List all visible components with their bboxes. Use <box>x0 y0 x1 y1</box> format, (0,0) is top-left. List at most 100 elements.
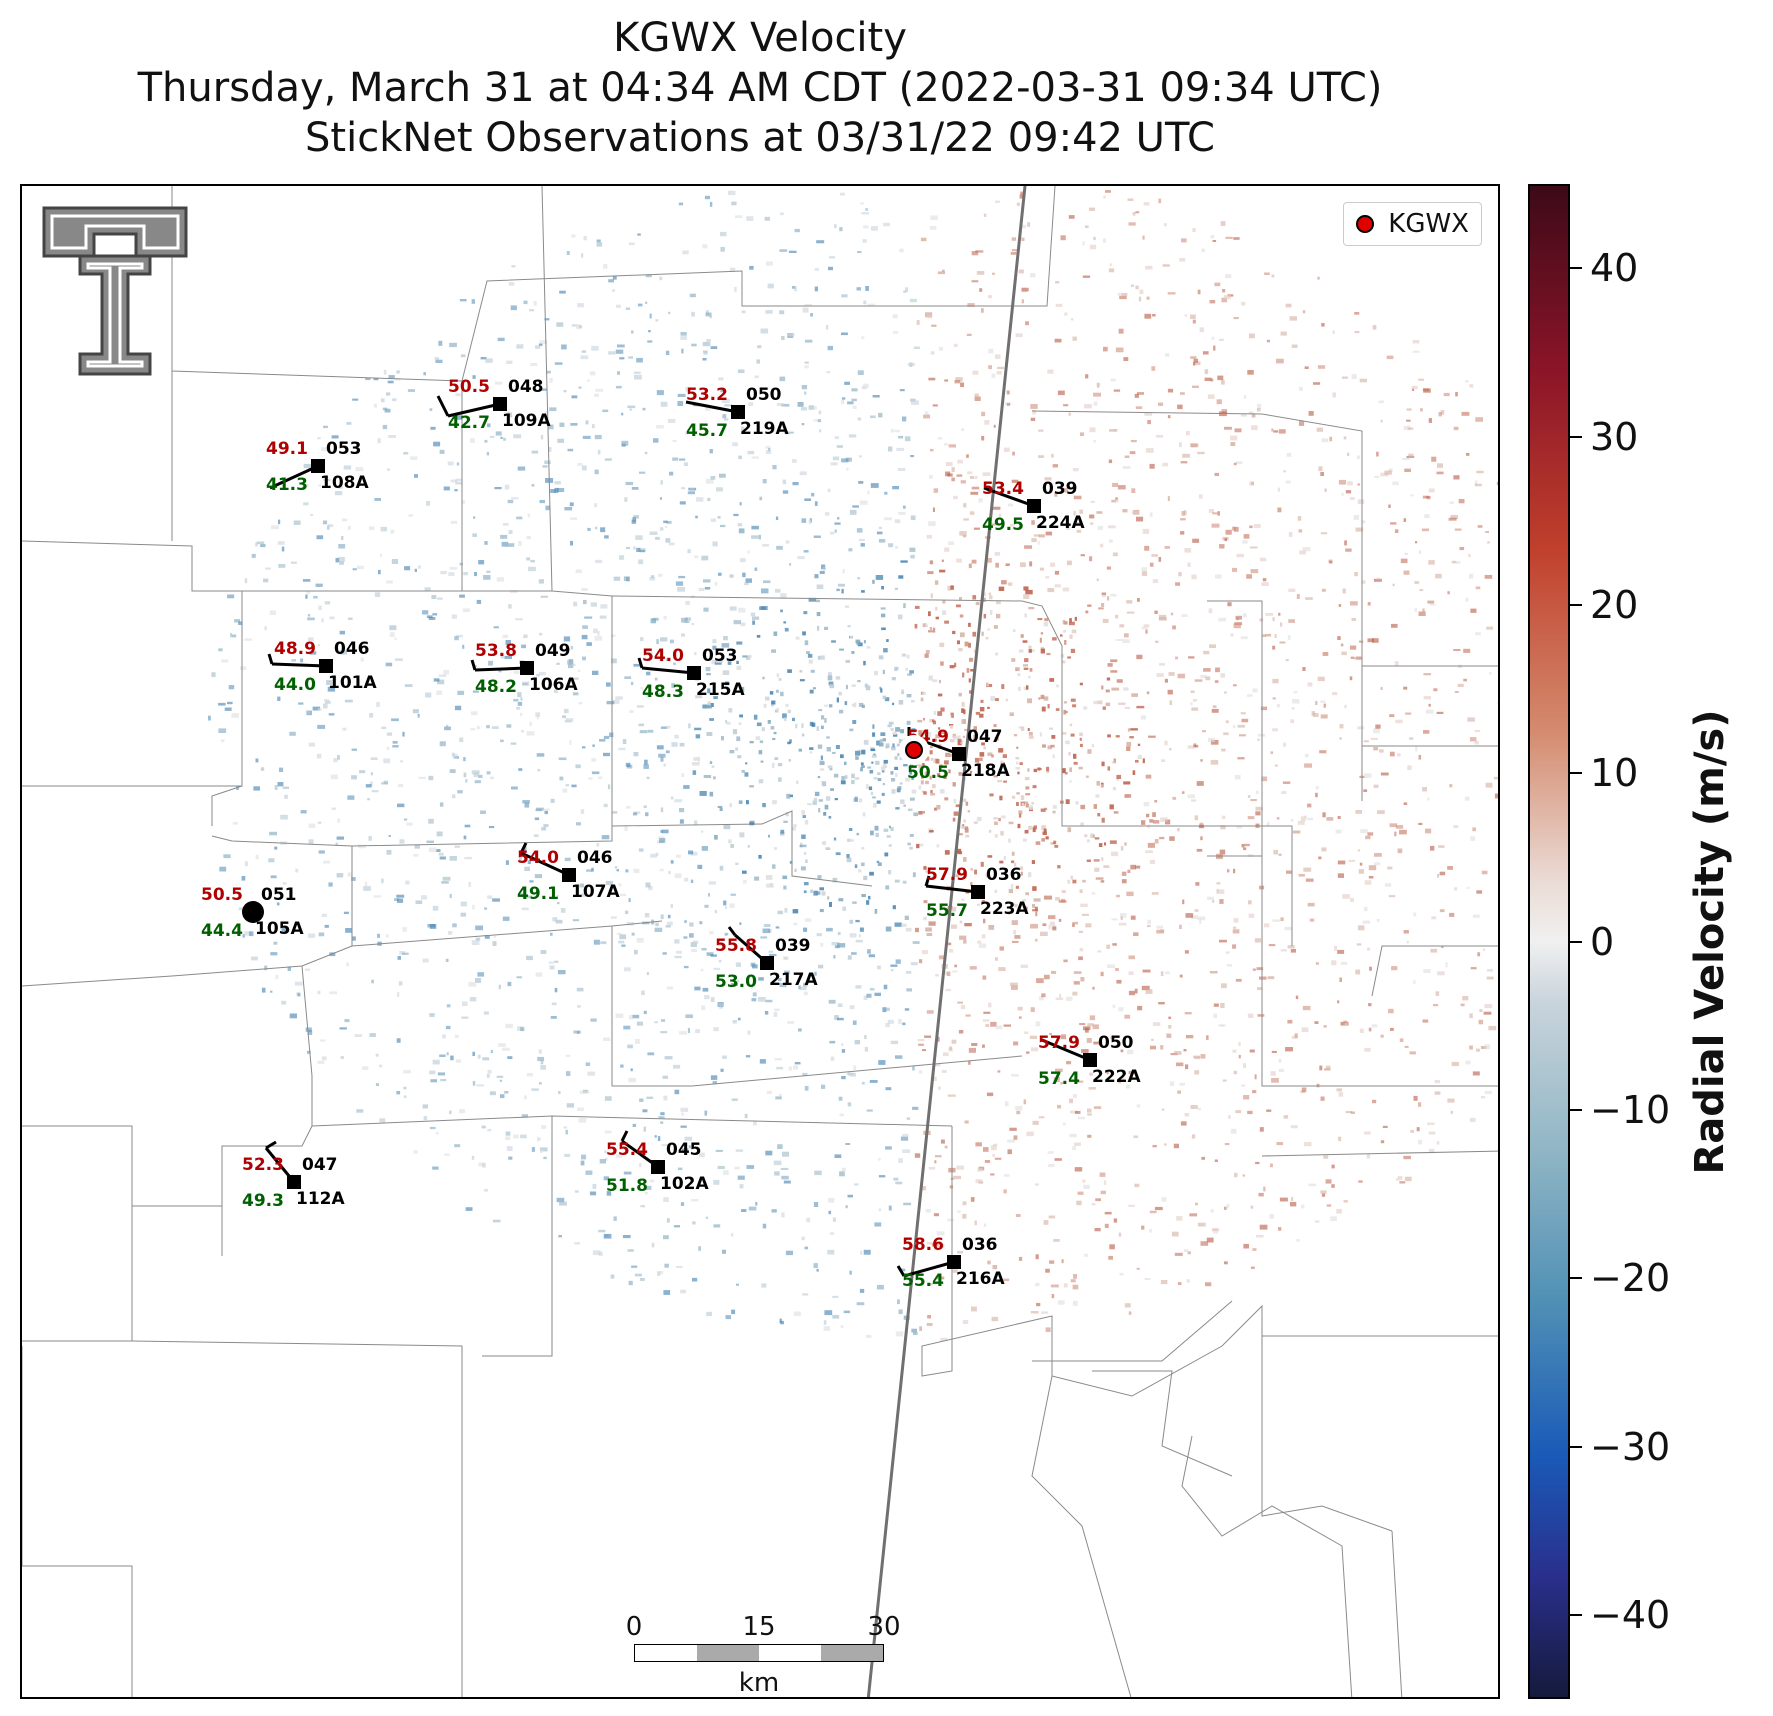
radar-echo-gate <box>942 269 945 272</box>
radar-echo-gate <box>681 1148 689 1153</box>
radar-echo-gate <box>992 506 1001 510</box>
radar-echo-gate <box>1387 866 1393 870</box>
radar-echo-gate <box>1158 617 1167 621</box>
radar-echo-gate <box>829 684 835 689</box>
radar-echo-gate <box>827 675 833 681</box>
radar-echo-gate <box>1021 299 1024 304</box>
radar-echo-gate <box>1017 673 1021 677</box>
radar-echo-gate <box>1111 761 1115 764</box>
wind-barb-shaft <box>983 486 1035 508</box>
radar-echo-gate <box>1233 724 1236 729</box>
radar-echo-gate <box>585 420 589 425</box>
radar-echo-gate <box>244 861 248 867</box>
radar-echo-gate <box>1176 1216 1183 1221</box>
radar-echo-gate <box>403 1086 407 1090</box>
radar-echo-gate <box>407 389 415 392</box>
station-wind-direction: 046 <box>577 848 613 868</box>
radar-echo-gate <box>1041 993 1046 998</box>
radar-echo-gate <box>948 541 955 545</box>
radar-echo-gate <box>422 610 429 615</box>
map-panel[interactable]: 49.1 053 41.3 108A 50.5 048 42.7 109A 53.2 050 45.… <box>20 184 1500 1699</box>
radar-echo-gate <box>869 988 875 991</box>
radar-echo-gate <box>368 835 372 841</box>
radar-echo-gate <box>1160 817 1168 822</box>
radar-echo-gate <box>1048 1215 1056 1219</box>
radar-echo-gate <box>804 391 807 395</box>
radar-echo-gate <box>992 272 995 275</box>
station-wind-direction: 047 <box>302 1155 338 1175</box>
radar-echo-gate <box>1023 586 1029 591</box>
radar-echo-gate <box>1408 453 1414 458</box>
radar-echo-gate <box>1072 1146 1076 1151</box>
radar-echo-gate <box>1353 657 1357 660</box>
radar-echo-gate <box>729 803 732 808</box>
radar-echo-gate <box>990 1145 997 1151</box>
radar-echo-gate <box>598 776 603 779</box>
radar-echo-gate <box>831 751 836 754</box>
radar-echo-gate <box>895 1181 903 1185</box>
radar-echo-gate <box>793 1311 801 1316</box>
radar-echo-gate <box>1248 900 1252 905</box>
radar-echo-gate <box>1469 1045 1473 1050</box>
station-wind-direction: 049 <box>535 641 571 661</box>
radar-echo-gate <box>1102 618 1109 623</box>
radar-echo-gate <box>1106 677 1111 681</box>
radar-echo-gate <box>705 478 714 484</box>
radar-echo-gate <box>1456 561 1461 564</box>
radar-echo-gate <box>937 437 943 440</box>
radar-echo-gate <box>881 792 885 796</box>
radar-echo-gate <box>1069 780 1072 783</box>
radar-echo-gate <box>613 1216 617 1221</box>
radar-echo-gate <box>1360 829 1368 834</box>
radar-echo-gate <box>949 665 955 669</box>
radar-echo-gate <box>893 1177 899 1181</box>
radar-echo-gate <box>636 357 643 363</box>
radar-echo-gate <box>885 746 889 749</box>
radar-echo-gate <box>1243 534 1250 539</box>
radar-echo-gate <box>1414 608 1418 612</box>
radar-echo-gate <box>1135 211 1140 214</box>
radar-echo-gate <box>942 904 945 909</box>
radar-echo-gate <box>1255 790 1259 794</box>
radar-echo-gate <box>719 473 726 478</box>
station-temperature: 54.0 <box>517 848 559 868</box>
radar-echo-gate <box>1421 528 1429 532</box>
radar-echo-gate <box>865 784 869 789</box>
radar-echo-gate <box>1294 1033 1298 1038</box>
radar-echo-gate <box>1061 1259 1064 1264</box>
radar-echo-gate <box>480 810 486 814</box>
radar-echo-gate <box>948 769 951 774</box>
radar-echo-gate <box>663 615 667 620</box>
station-id: 107A <box>571 882 620 902</box>
radar-echo-gate <box>957 738 962 742</box>
radar-echo-gate <box>695 515 698 519</box>
radar-echo-gate <box>1213 1013 1218 1018</box>
radar-echo-gate <box>667 921 673 926</box>
radar-echo-gate <box>680 336 688 340</box>
radar-echo-gate <box>742 655 748 658</box>
radar-echo-gate <box>1355 527 1364 532</box>
county-borders <box>22 186 1498 1697</box>
radar-echo-gate <box>1047 745 1052 750</box>
radar-echo-gate <box>1111 499 1117 503</box>
radar-echo-gate <box>903 505 906 509</box>
radar-echo-gate <box>238 621 243 625</box>
radar-echo-gate <box>1133 1135 1139 1138</box>
radar-echo-gate <box>1211 523 1220 528</box>
